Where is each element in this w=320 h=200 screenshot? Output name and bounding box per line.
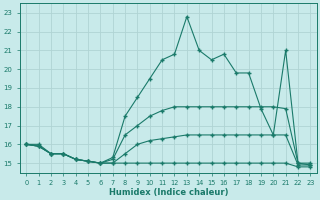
X-axis label: Humidex (Indice chaleur): Humidex (Indice chaleur): [108, 188, 228, 197]
